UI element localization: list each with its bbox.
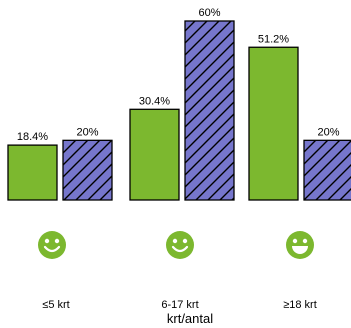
bar	[248, 46, 299, 201]
bar	[303, 139, 351, 201]
data-label: 30.4%	[139, 95, 170, 107]
smiley-grin-icon	[286, 231, 314, 259]
smiley-icon	[38, 231, 66, 259]
category-label: 6-17 krt	[161, 299, 198, 311]
bar	[184, 20, 235, 201]
category-label: ≤5 krt	[42, 299, 69, 311]
bar	[7, 144, 58, 201]
data-label: 20%	[76, 126, 98, 138]
data-label: 20%	[317, 126, 339, 138]
data-label: 60%	[198, 7, 220, 19]
category-label: ≥18 krt	[283, 299, 317, 311]
bar	[62, 139, 113, 201]
data-label: 18.4%	[17, 131, 48, 143]
smiley-icon	[166, 231, 194, 259]
x-axis-label: krt/antal	[167, 311, 213, 326]
bar	[129, 108, 180, 201]
data-label: 51.2%	[258, 33, 289, 45]
